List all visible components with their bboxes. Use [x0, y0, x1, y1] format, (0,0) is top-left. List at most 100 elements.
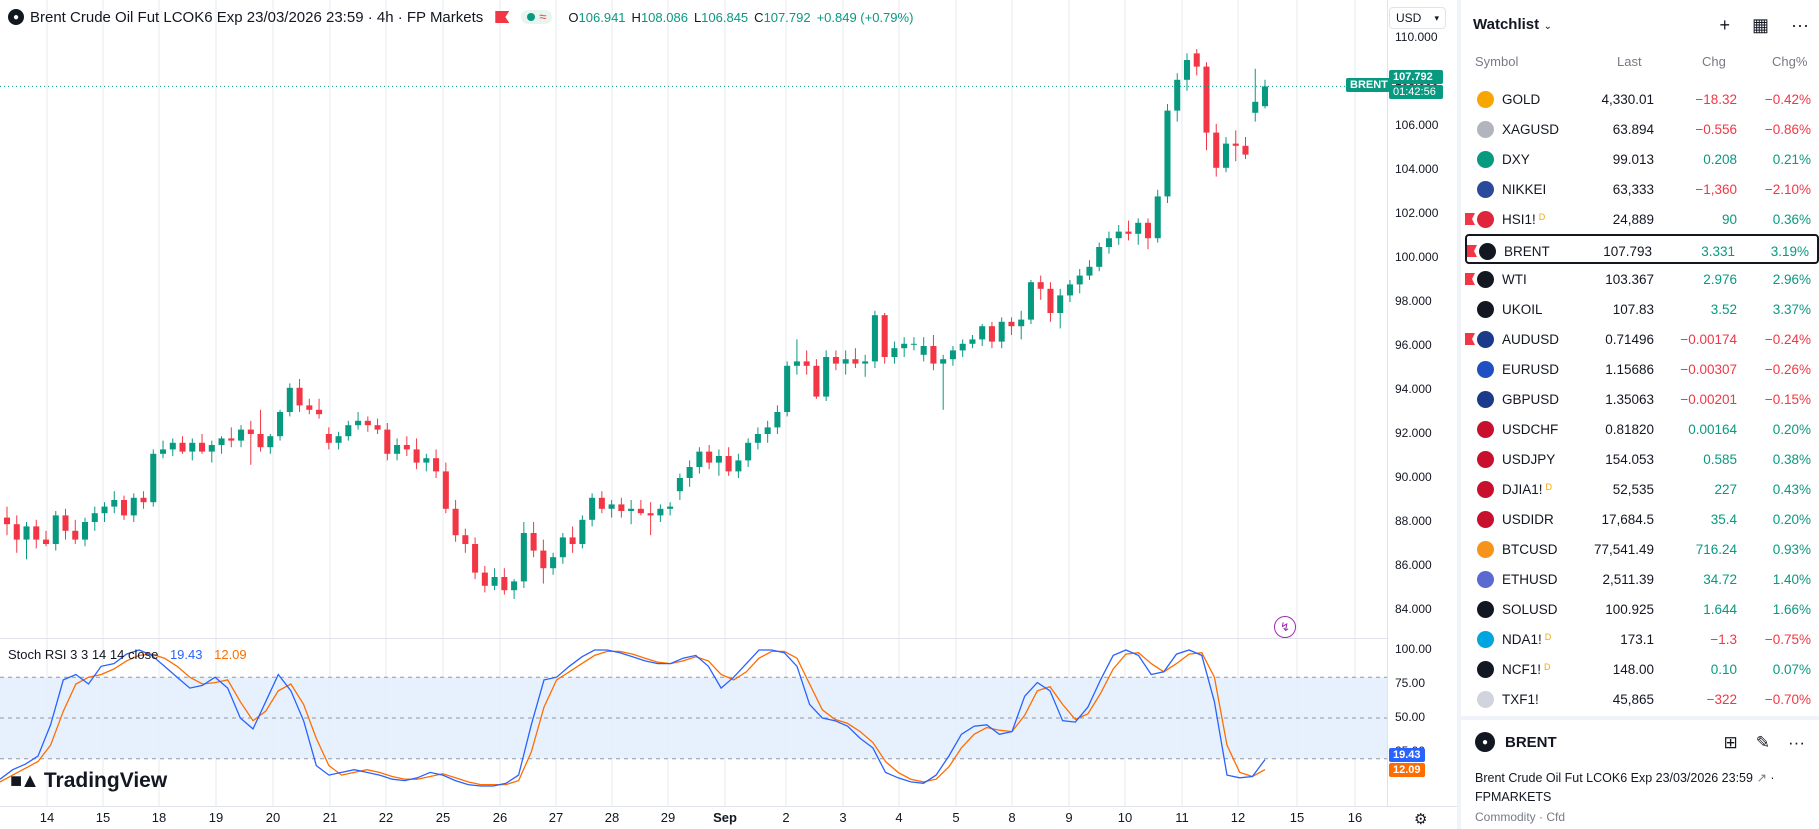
candle — [1027, 282, 1034, 320]
more-options-icon[interactable]: ··· — [1791, 14, 1809, 35]
row-symbol: AUDUSD — [1502, 332, 1560, 347]
time-axis[interactable] — [0, 806, 1457, 829]
column-symbol[interactable]: Symbol — [1475, 54, 1519, 69]
settings-gear-icon[interactable]: ⚙ — [1414, 811, 1428, 828]
candle — [1261, 86, 1269, 107]
watchlist-row-solusd[interactable]: SOLUSD 100.925 1.644 1.66% — [1465, 594, 1819, 624]
column-chg-percent[interactable]: Chg% — [1772, 54, 1808, 69]
flag-icon[interactable] — [1465, 273, 1475, 285]
candle — [296, 387, 303, 406]
candle — [832, 357, 839, 364]
close-value: 107.792 — [763, 9, 811, 25]
candle — [1154, 196, 1161, 239]
candle — [345, 425, 352, 437]
watchlist-title[interactable]: Watchlist ⌄ — [1473, 16, 1552, 33]
price-tick: 92.000 — [1395, 426, 1432, 440]
external-link-icon[interactable]: ↗ — [1756, 771, 1767, 785]
row-change: 2.976 — [1703, 272, 1737, 287]
candle — [140, 497, 147, 503]
candle — [774, 412, 781, 428]
time-tick: 14 — [39, 810, 55, 825]
tradingview-logo[interactable]: ■▲ TradingView — [10, 769, 168, 792]
watchlist-row-wti[interactable]: WTI 103.367 2.976 2.96% — [1465, 264, 1819, 294]
price-chart[interactable] — [0, 0, 1387, 829]
flag-icon[interactable] — [1465, 213, 1475, 225]
watchlist-row-dxy[interactable]: DXY 99.013 0.208 0.21% — [1465, 144, 1819, 174]
candle — [676, 478, 683, 492]
candle — [199, 442, 206, 452]
lightning-icon[interactable]: ↯ — [1274, 616, 1296, 638]
watchlist-row-ncf1[interactable]: NCF1! D 148.00 0.10 0.07% — [1465, 654, 1819, 684]
more-options-icon[interactable]: · — [1770, 771, 1775, 785]
time-tick: 10 — [1117, 810, 1133, 825]
table-view-icon[interactable]: ▦ — [1752, 14, 1770, 35]
candle — [540, 550, 547, 569]
candle — [491, 577, 498, 586]
grid-icon[interactable]: ⊞ — [1723, 733, 1738, 752]
oil-drop-icon: ● — [1475, 732, 1495, 752]
flag-icon[interactable] — [495, 11, 510, 23]
watchlist-row-eurusd[interactable]: EURUSD 1.15686 −0.00307 −0.26% — [1465, 354, 1819, 384]
ncf-icon — [1477, 661, 1494, 678]
watchlist-row-xagusd[interactable]: XAGUSD 63.894 −0.556 −0.86% — [1465, 114, 1819, 144]
row-last: 100.925 — [1605, 602, 1654, 617]
candle — [374, 425, 381, 430]
watchlist-row-gbpusd[interactable]: GBPUSD 1.35063 −0.00201 −0.15% — [1465, 384, 1819, 414]
candle — [735, 460, 742, 472]
watchlist-row-usdidr[interactable]: USDIDR 17,684.5 35.4 0.20% — [1465, 504, 1819, 534]
symbol-title[interactable]: Brent Crude Oil Fut LCOK6 Exp 23/03/2026… — [30, 8, 484, 26]
watchlist-row-usdchf[interactable]: USDCHF 0.81820 0.00164 0.20% — [1465, 414, 1819, 444]
watchlist-row-nikkei[interactable]: NIKKEI 63,333 −1,360 −2.10% — [1465, 174, 1819, 204]
usd-flag-icon — [1477, 511, 1494, 528]
chart-area[interactable]: ● Brent Crude Oil Fut LCOK6 Exp 23/03/20… — [0, 0, 1387, 829]
time-tick: 15 — [1289, 810, 1305, 825]
watchlist-row-ukoil[interactable]: UKOIL 107.83 3.52 3.37% — [1465, 294, 1819, 324]
nikkei-icon — [1477, 181, 1494, 198]
price-axis[interactable] — [1387, 0, 1457, 829]
watchlist-row-ethusd[interactable]: ETHUSD 2,511.39 34.72 1.40% — [1465, 564, 1819, 594]
time-tick: 12 — [1230, 810, 1246, 825]
symbol-header: ● Brent Crude Oil Fut LCOK6 Exp 23/03/20… — [8, 6, 913, 28]
price-tick: 104.000 — [1395, 162, 1439, 176]
time-tick: Sep — [713, 810, 737, 825]
flag-icon[interactable] — [1465, 333, 1475, 345]
watchlist-row-audusd[interactable]: AUDUSD 0.71496 −0.00174 −0.24% — [1465, 324, 1819, 354]
candle — [42, 539, 50, 544]
txf-icon — [1477, 691, 1494, 708]
details-exchange[interactable]: FPMARKETS — [1475, 790, 1552, 804]
edit-icon[interactable]: ✎ — [1755, 733, 1771, 752]
row-symbol: NCF1! D — [1502, 662, 1551, 677]
column-last[interactable]: Last — [1617, 54, 1642, 69]
bar-countdown-tag: 01:42:56 — [1389, 85, 1443, 100]
panel-divider[interactable] — [0, 638, 1387, 639]
watchlist-row-gold[interactable]: GOLD 4,330.01 −18.32 −0.42% — [1465, 84, 1819, 114]
candle — [520, 533, 527, 582]
stoch-rsi-label[interactable]: Stoch RSI 3 3 14 14 close 19.43 12.09 — [8, 647, 247, 662]
watchlist-row-btcusd[interactable]: BTCUSD 77,541.49 716.24 0.93% — [1465, 534, 1819, 564]
candle — [803, 361, 810, 366]
currency-select[interactable]: USD ▾ — [1389, 7, 1446, 29]
stoch-tick: 50.00 — [1395, 710, 1426, 724]
row-change: −1,360 — [1695, 182, 1737, 197]
details-symbol[interactable]: BRENT — [1505, 733, 1557, 751]
watchlist-row-usdjpy[interactable]: USDJPY 154.053 0.585 0.38% — [1465, 444, 1819, 474]
candle — [1047, 288, 1054, 313]
column-chg[interactable]: Chg — [1702, 54, 1726, 69]
oil-drop-icon: ● — [8, 9, 24, 25]
candle — [1125, 231, 1132, 234]
watchlist-row-nda1[interactable]: NDA1! D 173.1 −1.3 −0.75% — [1465, 624, 1819, 654]
add-symbol-icon[interactable]: + — [1719, 14, 1730, 35]
candle — [1076, 275, 1083, 285]
more-options-icon[interactable]: ··· — [1788, 733, 1805, 752]
candle — [628, 508, 635, 511]
watchlist-row-hsi1[interactable]: HSI1! D 24,889 90 0.36% — [1465, 204, 1819, 234]
watchlist-row-brent[interactable]: BRENT 107.793 3.331 3.19% — [1465, 234, 1819, 264]
market-status-pill[interactable]: ≈ — [521, 10, 553, 24]
candle — [355, 420, 362, 426]
watchlist-row-txf1[interactable]: TXF1! 45,865 −322 −0.70% — [1465, 684, 1819, 714]
watchlist-row-djia1[interactable]: DJIA1! D 52,535 227 0.43% — [1465, 474, 1819, 504]
row-change: −0.556 — [1695, 122, 1737, 137]
flag-icon[interactable] — [1467, 245, 1477, 257]
candle — [501, 577, 508, 591]
candle — [1232, 143, 1239, 146]
